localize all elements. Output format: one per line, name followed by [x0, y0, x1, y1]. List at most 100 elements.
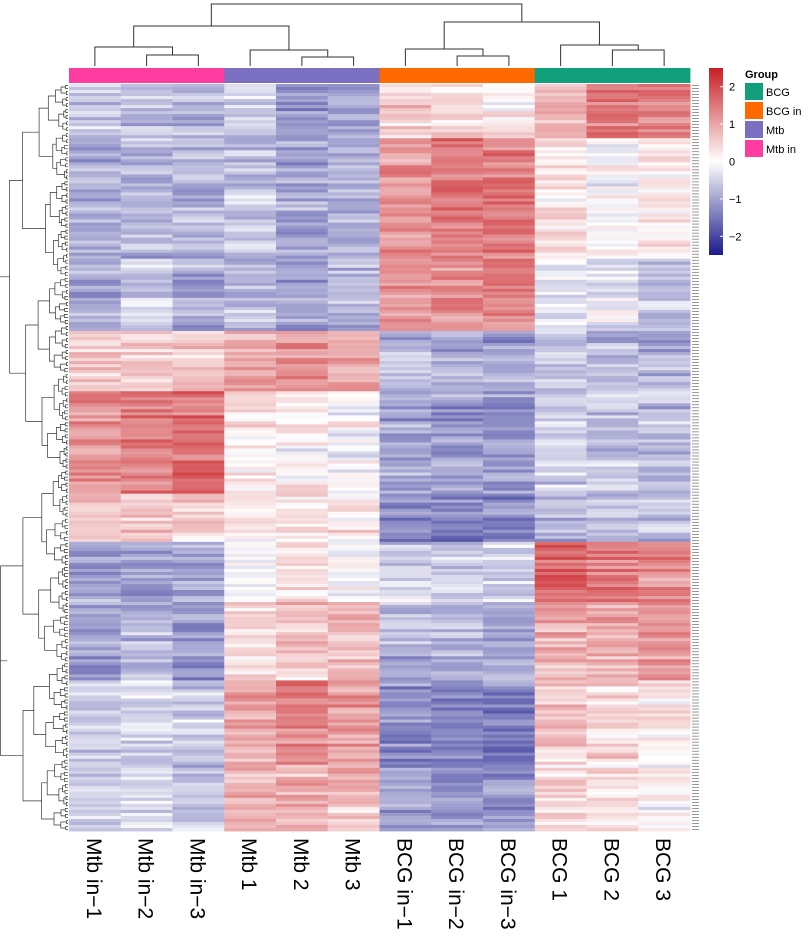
heatmap-cell	[534, 183, 587, 187]
heatmap-cell	[224, 508, 277, 513]
heatmap-cell	[120, 692, 173, 696]
heatmap-cell	[224, 364, 277, 368]
heatmap-cell	[431, 267, 484, 272]
heatmap-cell	[69, 764, 122, 769]
heatmap-cell	[327, 370, 380, 374]
heatmap-cell	[534, 421, 587, 425]
heatmap-cell	[327, 376, 380, 380]
heatmap-cell	[586, 641, 639, 645]
heatmap-cell	[69, 282, 122, 287]
heatmap-cell	[120, 701, 173, 705]
heatmap-cell	[120, 475, 173, 479]
heatmap-cell	[431, 252, 484, 257]
heatmap-cell	[586, 571, 639, 576]
heatmap-cell	[327, 234, 380, 239]
heatmap-cell	[276, 605, 329, 609]
heatmap-cell	[638, 291, 691, 296]
heatmap-cell	[431, 424, 484, 428]
heatmap-cell	[69, 228, 122, 232]
heatmap-cell	[69, 502, 122, 507]
heatmap-cell	[638, 388, 691, 392]
heatmap-cell	[120, 361, 173, 365]
dendrogram-link	[64, 808, 68, 812]
heatmap-cell	[379, 547, 432, 552]
heatmap-cell	[586, 394, 639, 398]
heatmap-cell	[379, 156, 432, 160]
heatmap-cell	[638, 472, 691, 476]
heatmap-cell	[586, 602, 639, 606]
heatmap-cell	[120, 282, 173, 287]
dendrogram-link	[56, 427, 63, 440]
heatmap-cell	[276, 436, 329, 440]
heatmap-cell	[379, 324, 432, 329]
heatmap-cell	[327, 656, 380, 660]
heatmap-cell	[379, 165, 432, 169]
heatmap-cell	[327, 327, 380, 332]
dendrogram-link	[64, 217, 68, 222]
heatmap-cell	[638, 318, 691, 323]
heatmap-cell	[379, 716, 432, 720]
heatmap-cell	[379, 734, 432, 739]
heatmap-cell	[276, 538, 329, 543]
heatmap-cell	[638, 150, 691, 154]
heatmap-cell	[120, 517, 173, 522]
dendrogram-link	[61, 701, 67, 708]
heatmap-cell	[120, 144, 173, 148]
heatmap-cell	[638, 683, 691, 687]
heatmap-cell	[483, 318, 536, 323]
heatmap-cell	[534, 370, 587, 374]
heatmap-cell	[483, 297, 536, 302]
heatmap-cell	[120, 788, 173, 793]
heatmap-cell	[327, 602, 380, 606]
heatmap-cell	[431, 99, 484, 103]
heatmap-cell	[638, 424, 691, 428]
dendrogram-link	[65, 97, 68, 101]
heatmap-cell	[586, 728, 639, 732]
heatmap-cell	[224, 737, 277, 742]
heatmap-cell	[534, 698, 587, 702]
heatmap-cell	[120, 734, 173, 739]
heatmap-cell	[224, 111, 277, 115]
dendrogram-link	[65, 518, 68, 523]
dendrogram-link	[65, 283, 68, 288]
heatmap-cell	[483, 192, 536, 196]
heatmap-cell	[534, 198, 587, 202]
heatmap-cell	[379, 538, 432, 543]
heatmap-cell	[638, 340, 691, 344]
heatmap-cell	[586, 153, 639, 157]
heatmap-cell	[120, 608, 173, 612]
heatmap-cell	[224, 318, 277, 323]
heatmap-cell	[534, 135, 587, 139]
heatmap-cell	[224, 523, 277, 528]
heatmap-cell	[327, 216, 380, 220]
heatmap-cell	[431, 809, 484, 814]
heatmap-cell	[431, 90, 484, 94]
heatmap-cell	[224, 132, 277, 136]
heatmap-cell	[224, 620, 277, 624]
heatmap-cell	[586, 629, 639, 633]
heatmap-cell	[483, 755, 536, 760]
heatmap-cell	[638, 288, 691, 293]
heatmap-cell	[172, 596, 225, 600]
dendrogram-link	[60, 158, 66, 166]
heatmap-cell	[379, 517, 432, 522]
heatmap-cell	[379, 237, 432, 242]
heatmap-cell	[379, 692, 432, 696]
heatmap-cell	[586, 379, 639, 383]
heatmap-cell	[534, 764, 587, 769]
heatmap-cell	[224, 427, 277, 431]
heatmap-cell	[586, 391, 639, 395]
heatmap-cell	[638, 737, 691, 742]
heatmap-cell	[69, 800, 122, 805]
heatmap-cell	[534, 713, 587, 717]
heatmap-cell	[172, 421, 225, 425]
heatmap-cell	[586, 171, 639, 175]
dendrogram-link	[64, 591, 68, 595]
heatmap-cell	[69, 267, 122, 272]
dendrogram-link	[47, 433, 60, 458]
heatmap-cell	[69, 439, 122, 443]
dendrogram-link	[37, 300, 50, 350]
heatmap-cell	[224, 120, 277, 124]
heatmap-cell	[172, 334, 225, 338]
heatmap-cell	[431, 162, 484, 166]
